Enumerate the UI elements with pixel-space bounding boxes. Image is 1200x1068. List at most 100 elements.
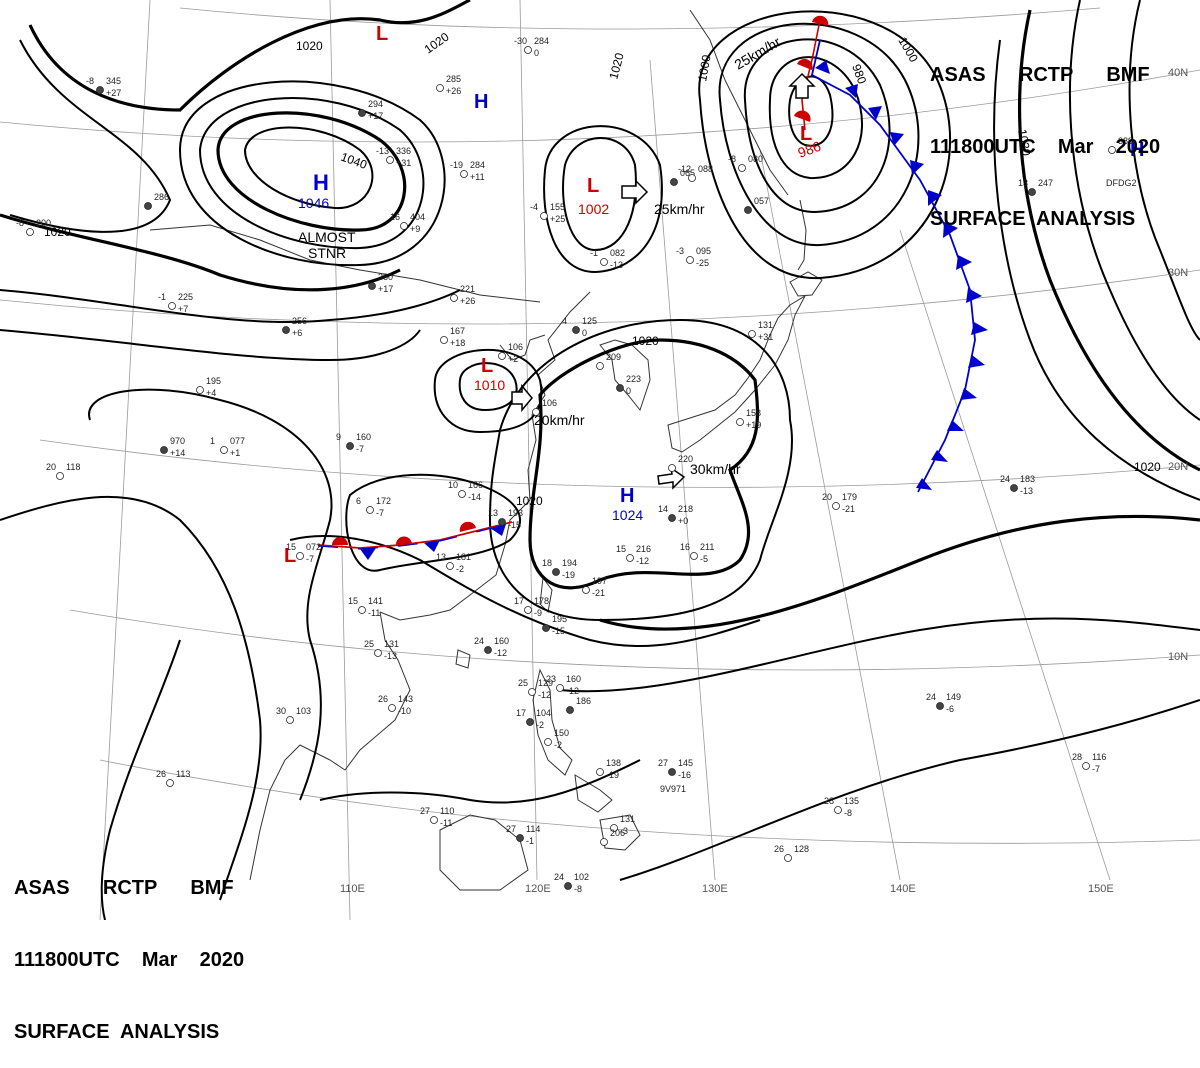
station-tendency: -2 [456, 564, 464, 574]
station-temperature: -30 [514, 36, 527, 46]
station-marker [440, 336, 448, 344]
station-marker [736, 418, 744, 426]
station-marker [582, 586, 590, 594]
station-tendency: -21 [592, 588, 605, 598]
station-marker [286, 716, 294, 724]
station-pressure: 160 [356, 432, 371, 442]
station-marker [1010, 484, 1018, 492]
warm-front-arc [794, 110, 811, 122]
isobar-low-ring [543, 125, 663, 274]
lon-line-110e [329, 0, 351, 920]
station-marker [26, 228, 34, 236]
station-tendency: 0 [534, 48, 539, 58]
station-marker [358, 109, 366, 117]
station-marker [572, 326, 580, 334]
station-marker [388, 704, 396, 712]
station-temperature: 10 [448, 480, 458, 490]
isobar-middle-low-trough [345, 473, 521, 572]
header-line-source: ASAS RCTP BMF [930, 64, 1150, 86]
station-pressure: 095 [696, 246, 711, 256]
station-tendency: +31 [396, 158, 411, 168]
station-temperature: 14 [658, 504, 668, 514]
station-tendency: +17 [368, 111, 383, 121]
lon-label-120e: 120E [525, 883, 551, 895]
coast-visayas [574, 774, 613, 813]
high-center-value: 1046 [298, 195, 329, 211]
station-marker [346, 442, 354, 450]
station-marker [528, 688, 536, 696]
station-temperature: 26 [774, 844, 784, 854]
station-pressure: 197 [592, 576, 607, 586]
cold-front-barb [931, 450, 948, 462]
station-tendency: -2 [536, 720, 544, 730]
isobar-label: 1000 [695, 53, 713, 82]
station-pressure: 057 [754, 196, 769, 206]
station-pressure: 110 [440, 806, 454, 816]
station-tendency: -11 [440, 818, 452, 828]
station-pressure: 193 [508, 508, 523, 518]
station-tendency: +11 [470, 172, 485, 182]
station-tendency: -10 [398, 706, 411, 716]
station-marker [596, 362, 604, 370]
station-plot: 13 193 -15 [488, 508, 523, 530]
station-pressure: 178 [534, 596, 549, 606]
header-line-source: ASAS RCTP BMF [14, 877, 234, 899]
station-pressure: 103 [296, 706, 311, 716]
station-pressure: 284 [470, 160, 485, 170]
stationary-front-line [317, 521, 513, 549]
station-marker [1028, 188, 1036, 196]
station-marker [498, 518, 506, 526]
station-plot: -12 088 [678, 164, 713, 182]
station-pressure: 256 [292, 316, 307, 326]
station-marker [748, 330, 756, 338]
motion-label: 25km/hr [654, 201, 705, 217]
station-marker [524, 46, 532, 54]
station-pressure: 125 [582, 316, 597, 326]
cold-front-east [794, 15, 988, 493]
isobar-1000-ring [698, 10, 952, 280]
station-pressure: 145 [678, 758, 693, 768]
station-plot: 6 172 -7 [356, 496, 391, 518]
station-plot: 24 183 -13 [1000, 474, 1035, 496]
station-tendency: -7 [376, 508, 384, 518]
station-pressure: 220 [678, 454, 693, 464]
isobar-south-china-2 [319, 759, 641, 804]
station-tendency: +1 [230, 448, 240, 458]
station-temperature: 15 [286, 542, 296, 552]
lon-line-150e [899, 229, 1111, 881]
station-temperature: 28 [1072, 752, 1082, 762]
station-plot: 131+31 [748, 320, 773, 342]
stationary-front-south [317, 521, 513, 560]
cold-front-barb [960, 388, 977, 400]
station-tendency: -13 [610, 260, 623, 270]
station-marker [616, 384, 624, 392]
station-temperature: 27 [420, 806, 430, 816]
station-plot: -1 082 -13 [590, 248, 625, 270]
lat-line-10n [69, 609, 1200, 671]
station-plot: 106 [532, 398, 557, 416]
station-pressure: 129 [538, 678, 553, 688]
lon-label-150e: 150E [1088, 883, 1114, 895]
low-center-letter: L [376, 23, 388, 45]
cold-front-barb [916, 478, 932, 490]
station-pressure: 285 [446, 74, 461, 84]
isobar-southwest-2 [0, 495, 262, 901]
station-temperature: 20 [822, 492, 832, 502]
station-marker [668, 768, 676, 776]
high-center-letter: H [1130, 139, 1144, 161]
isobar-southwest-1 [88, 388, 333, 801]
station-plot: 20 179 -21 [822, 492, 857, 514]
station-marker [784, 854, 792, 862]
station-pressure: 113 [176, 769, 190, 779]
cold-front-barb [968, 355, 985, 368]
station-tendency: +26 [446, 86, 461, 96]
station-plot: 10 166 -14 [448, 480, 483, 502]
station-pressure: 155 [550, 202, 565, 212]
station-pressure: 138 [606, 758, 621, 768]
station-pressure: 336 [396, 146, 411, 156]
station-marker [436, 84, 444, 92]
isobar-1040-siberian-high [216, 111, 407, 232]
station-plot: 24 160 -12 [474, 636, 509, 658]
